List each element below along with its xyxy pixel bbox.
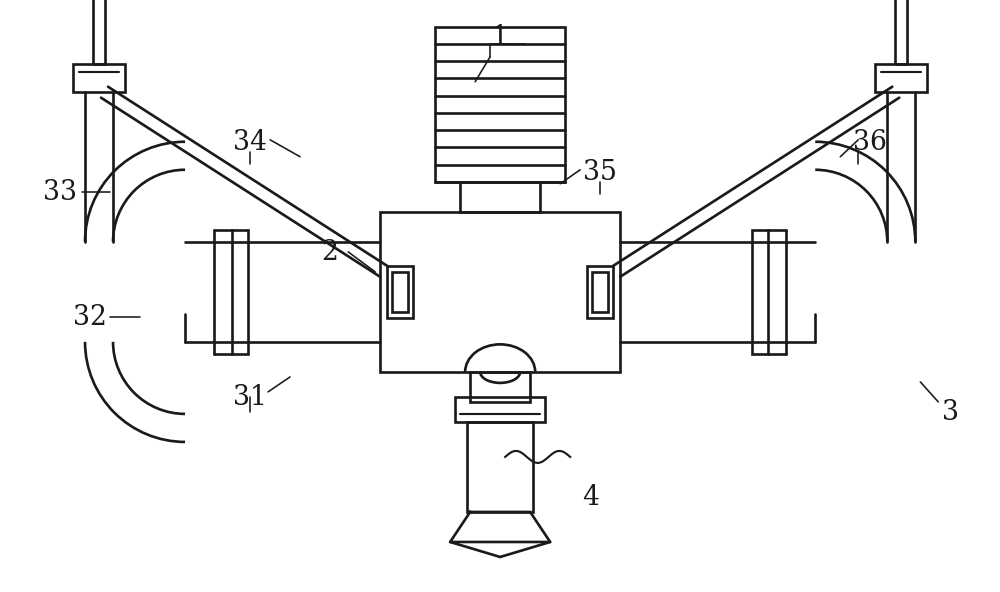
Bar — [380, 212, 620, 372]
Bar — [455, 397, 545, 422]
Bar — [392, 272, 408, 312]
Bar — [470, 372, 530, 402]
Text: 3: 3 — [942, 398, 958, 426]
Bar — [232, 230, 248, 354]
Bar — [875, 64, 927, 92]
Bar — [752, 230, 768, 354]
Bar — [73, 64, 125, 92]
Text: 1: 1 — [492, 24, 508, 50]
Bar — [435, 27, 565, 182]
Text: 34: 34 — [233, 128, 267, 156]
Bar — [587, 266, 613, 318]
Bar — [387, 266, 413, 318]
Text: 35: 35 — [583, 159, 617, 185]
Text: 32: 32 — [73, 304, 107, 330]
Bar — [93, 0, 105, 64]
Text: 31: 31 — [233, 384, 267, 410]
Bar — [467, 422, 533, 512]
Bar — [460, 182, 540, 212]
Bar — [895, 0, 907, 64]
Text: 2: 2 — [322, 239, 338, 265]
Text: 33: 33 — [43, 179, 77, 205]
Text: 4: 4 — [582, 484, 598, 510]
Bar — [592, 272, 608, 312]
Text: 36: 36 — [853, 128, 887, 156]
